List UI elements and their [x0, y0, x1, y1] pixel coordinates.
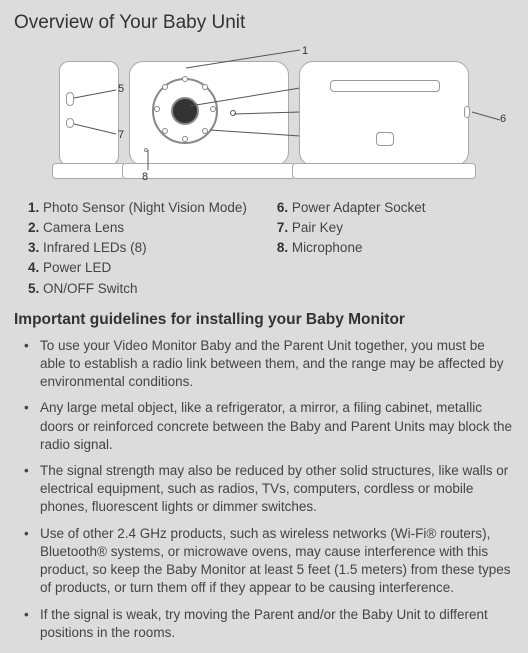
part-num: 6. [277, 200, 288, 215]
guideline-item: If the signal is weak, try moving the Pa… [18, 606, 514, 642]
device-back-view: 6 [299, 61, 469, 166]
callout-8: 8 [142, 170, 148, 185]
part-num: 2. [28, 220, 39, 235]
part-label: Power LED [43, 260, 111, 275]
page-title: Overview of Your Baby Unit [14, 10, 514, 36]
callout-7: 7 [118, 128, 124, 143]
part-label: Infrared LEDs (8) [43, 240, 147, 255]
callout-5: 5 [118, 82, 124, 97]
part-item: 4. Power LED [28, 259, 247, 277]
part-label: Microphone [292, 240, 363, 255]
device-side-view: 5 7 [59, 61, 119, 166]
part-label: Camera Lens [43, 220, 124, 235]
part-label: Pair Key [292, 220, 343, 235]
part-num: 1. [28, 200, 39, 215]
part-item: 2. Camera Lens [28, 219, 247, 237]
part-label: Power Adapter Socket [292, 200, 426, 215]
guideline-item: The signal strength may also be reduced … [18, 462, 514, 517]
part-num: 4. [28, 260, 39, 275]
part-label: ON/OFF Switch [43, 281, 138, 296]
part-item: 1. Photo Sensor (Night Vision Mode) [28, 199, 247, 217]
part-item: 7. Pair Key [277, 219, 426, 237]
parts-left-col: 1. Photo Sensor (Night Vision Mode) 2. C… [28, 199, 247, 300]
part-num: 8. [277, 240, 288, 255]
device-diagram: 5 7 1 2 4 3 8 [14, 46, 514, 181]
part-item: 5. ON/OFF Switch [28, 280, 247, 298]
guidelines-list: To use your Video Monitor Baby and the P… [14, 337, 514, 642]
part-item: 6. Power Adapter Socket [277, 199, 426, 217]
guidelines-heading: Important guidelines for installing your… [14, 310, 514, 331]
part-item: 3. Infrared LEDs (8) [28, 239, 247, 257]
part-num: 3. [28, 240, 39, 255]
callout-1: 1 [302, 44, 308, 59]
guideline-item: To use your Video Monitor Baby and the P… [18, 337, 514, 392]
part-num: 7. [277, 220, 288, 235]
parts-right-col: 6. Power Adapter Socket 7. Pair Key 8. M… [277, 199, 426, 300]
callout-6: 6 [500, 112, 506, 127]
guideline-item: Use of other 2.4 GHz products, such as w… [18, 525, 514, 598]
part-num: 5. [28, 281, 39, 296]
guideline-item: Any large metal object, like a refrigera… [18, 399, 514, 454]
parts-list: 1. Photo Sensor (Night Vision Mode) 2. C… [14, 199, 514, 300]
part-item: 8. Microphone [277, 239, 426, 257]
device-front-view: 1 2 4 3 8 [129, 61, 289, 166]
part-label: Photo Sensor (Night Vision Mode) [43, 200, 247, 215]
